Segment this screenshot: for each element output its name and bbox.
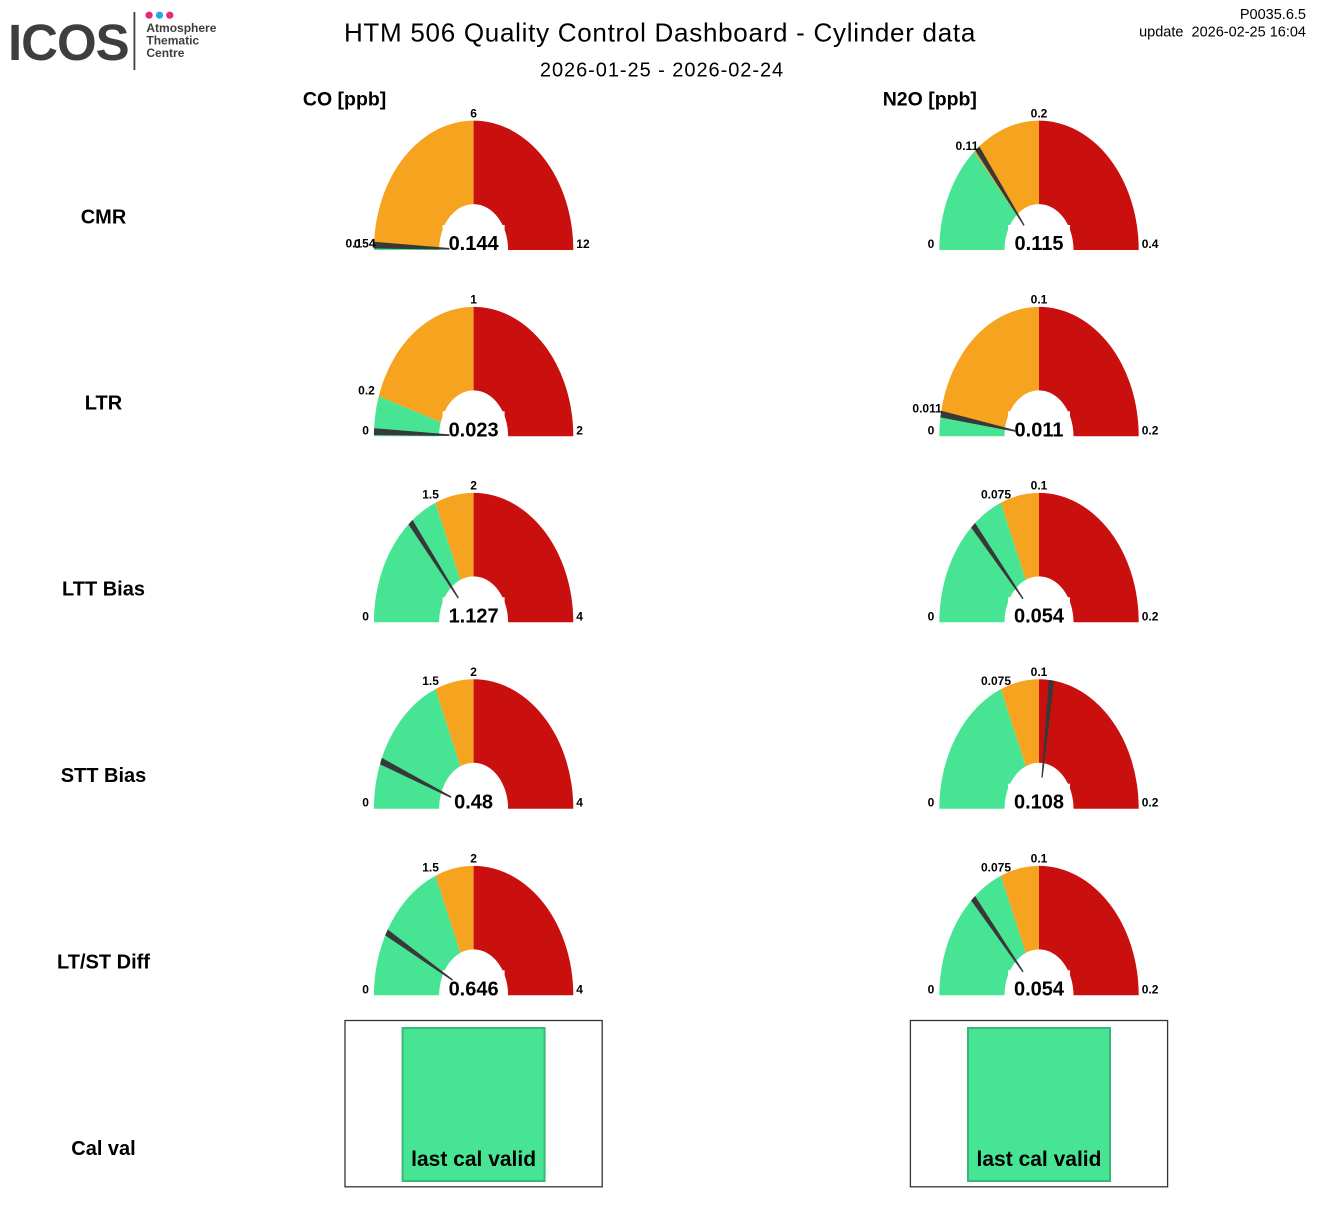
svg-text:0.2: 0.2 <box>1142 423 1159 437</box>
svg-text:HTM 506 Quality Control Dashbo: HTM 506 Quality Control Dashboard - Cyli… <box>344 18 976 48</box>
svg-text:0.11: 0.11 <box>956 139 979 153</box>
svg-text:4: 4 <box>576 609 583 623</box>
svg-text:0: 0 <box>362 423 369 437</box>
svg-text:0: 0 <box>362 982 369 996</box>
svg-text:0.054: 0.054 <box>1014 978 1065 1000</box>
svg-text:0: 0 <box>928 609 935 623</box>
svg-text:Thematic: Thematic <box>146 34 199 48</box>
svg-text:0: 0 <box>928 982 935 996</box>
svg-text:0: 0 <box>928 237 935 251</box>
svg-text:1.5: 1.5 <box>422 488 439 502</box>
svg-text:1.5: 1.5 <box>422 674 439 688</box>
svg-text:0.011: 0.011 <box>1015 419 1064 441</box>
svg-text:0.075: 0.075 <box>981 488 1011 502</box>
svg-text:0.2: 0.2 <box>1142 982 1159 996</box>
svg-text:0.4: 0.4 <box>1142 237 1159 251</box>
svg-text:0.1: 0.1 <box>1031 293 1048 307</box>
svg-text:CMR: CMR <box>81 206 127 228</box>
svg-text:Centre: Centre <box>146 46 184 60</box>
svg-text:0.48: 0.48 <box>454 792 493 814</box>
svg-text:LTT Bias: LTT Bias <box>62 579 145 601</box>
svg-text:0: 0 <box>362 609 369 623</box>
svg-text:1.127: 1.127 <box>449 605 499 627</box>
svg-text:0.144: 0.144 <box>449 233 500 255</box>
svg-text:0.054: 0.054 <box>1014 605 1065 627</box>
svg-text:0.1: 0.1 <box>1031 665 1048 679</box>
svg-text:Cal val: Cal val <box>71 1138 135 1160</box>
svg-text:Atmosphere: Atmosphere <box>146 21 216 35</box>
svg-text:0.108: 0.108 <box>1014 792 1064 814</box>
svg-text:0.011: 0.011 <box>912 402 942 416</box>
svg-text:6: 6 <box>470 106 477 120</box>
svg-text:0.2: 0.2 <box>1031 106 1048 120</box>
svg-text:CO [ppb]: CO [ppb] <box>303 89 386 111</box>
svg-text:LT/ST Diff: LT/ST Diff <box>57 952 150 974</box>
svg-text:0.2: 0.2 <box>1142 796 1159 810</box>
svg-text:last cal valid: last cal valid <box>411 1148 536 1171</box>
svg-text:0.023: 0.023 <box>449 419 499 441</box>
svg-text:N2O [ppb]: N2O [ppb] <box>883 89 977 111</box>
svg-text:0.1: 0.1 <box>1031 852 1048 866</box>
svg-text:0.1: 0.1 <box>1031 479 1048 493</box>
svg-text:0.115: 0.115 <box>1015 233 1064 255</box>
svg-text:1: 1 <box>470 293 477 307</box>
svg-text:update 2026-02-25 16:04: update 2026-02-25 16:04 <box>1139 25 1306 41</box>
svg-text:2: 2 <box>470 852 477 866</box>
svg-text:last cal valid: last cal valid <box>977 1148 1102 1171</box>
svg-text:0.2: 0.2 <box>1142 609 1159 623</box>
svg-text:ICOS: ICOS <box>8 14 129 71</box>
svg-text:0.154: 0.154 <box>345 237 375 251</box>
svg-text:4: 4 <box>576 982 583 996</box>
svg-text:0.075: 0.075 <box>981 674 1011 688</box>
svg-text:4: 4 <box>576 796 583 810</box>
svg-text:P0035.6.5: P0035.6.5 <box>1240 7 1306 23</box>
svg-text:0: 0 <box>354 237 361 251</box>
svg-text:STT Bias: STT Bias <box>61 765 147 787</box>
svg-text:0: 0 <box>928 796 935 810</box>
svg-text:12: 12 <box>576 237 590 251</box>
svg-text:2: 2 <box>470 665 477 679</box>
svg-text:1.5: 1.5 <box>422 861 439 875</box>
svg-text:0: 0 <box>362 796 369 810</box>
svg-text:0.646: 0.646 <box>449 978 499 1000</box>
svg-text:2: 2 <box>470 479 477 493</box>
svg-text:0.2: 0.2 <box>358 384 375 398</box>
svg-text:LTR: LTR <box>85 393 123 415</box>
svg-text:2: 2 <box>576 423 583 437</box>
svg-text:0.075: 0.075 <box>981 861 1011 875</box>
svg-text:2026-01-25 - 2026-02-24: 2026-01-25 - 2026-02-24 <box>540 60 784 82</box>
svg-text:0: 0 <box>928 423 935 437</box>
